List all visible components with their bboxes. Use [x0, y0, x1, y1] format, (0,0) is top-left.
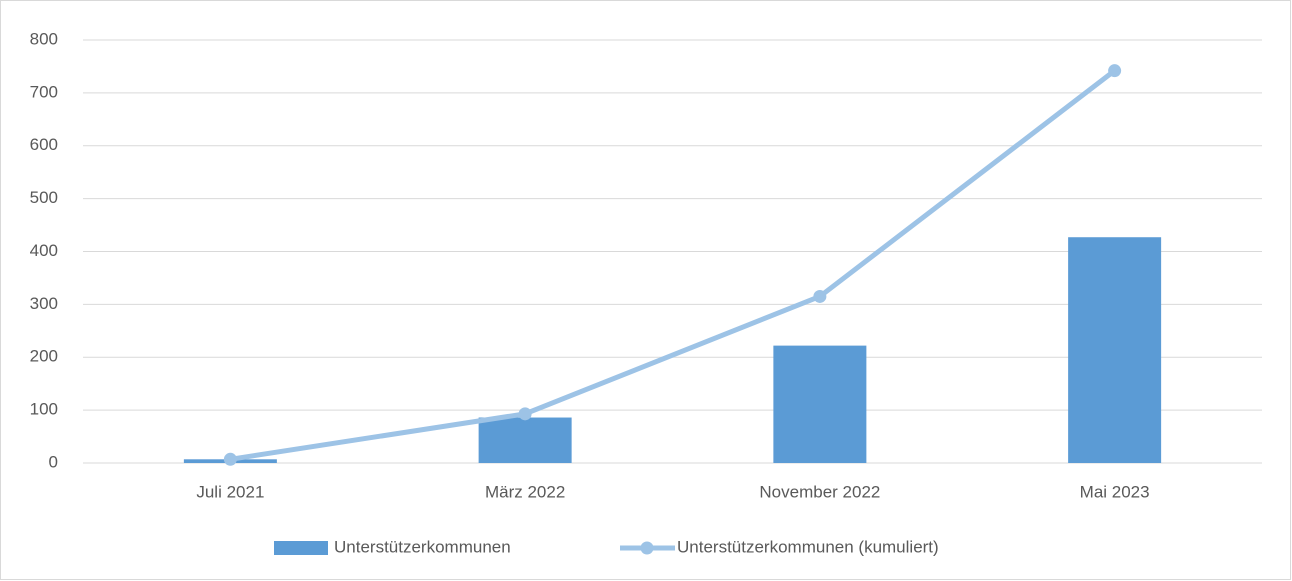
bar — [478, 417, 572, 463]
y-tick-label: 0 — [49, 452, 58, 471]
y-tick-label: 300 — [30, 294, 58, 313]
y-tick-label: 700 — [30, 82, 58, 101]
x-tick-label: Juli 2021 — [196, 482, 264, 501]
line — [229, 68, 1117, 462]
x-tick-label: November 2022 — [759, 482, 880, 501]
y-tick-label: 600 — [30, 135, 58, 154]
legend-label: Unterstützerkommunen (kumuliert) — [677, 537, 939, 556]
y-tick-label: 800 — [30, 29, 58, 48]
line-point — [813, 289, 827, 303]
legend-label: Unterstützerkommunen — [334, 537, 511, 556]
legend-marker — [640, 541, 654, 555]
y-tick-label: 100 — [30, 400, 58, 419]
line-point — [518, 407, 532, 421]
x-tick-label: März 2022 — [485, 482, 565, 501]
legend-swatch — [274, 541, 328, 555]
bar — [1068, 237, 1162, 463]
y-tick-label: 500 — [30, 188, 58, 207]
bar — [773, 345, 867, 463]
x-tick-label: Mai 2023 — [1080, 482, 1150, 501]
line-point — [223, 452, 237, 466]
line-point — [1108, 64, 1122, 78]
y-tick-label: 400 — [30, 241, 58, 260]
y-tick-label: 200 — [30, 347, 58, 366]
